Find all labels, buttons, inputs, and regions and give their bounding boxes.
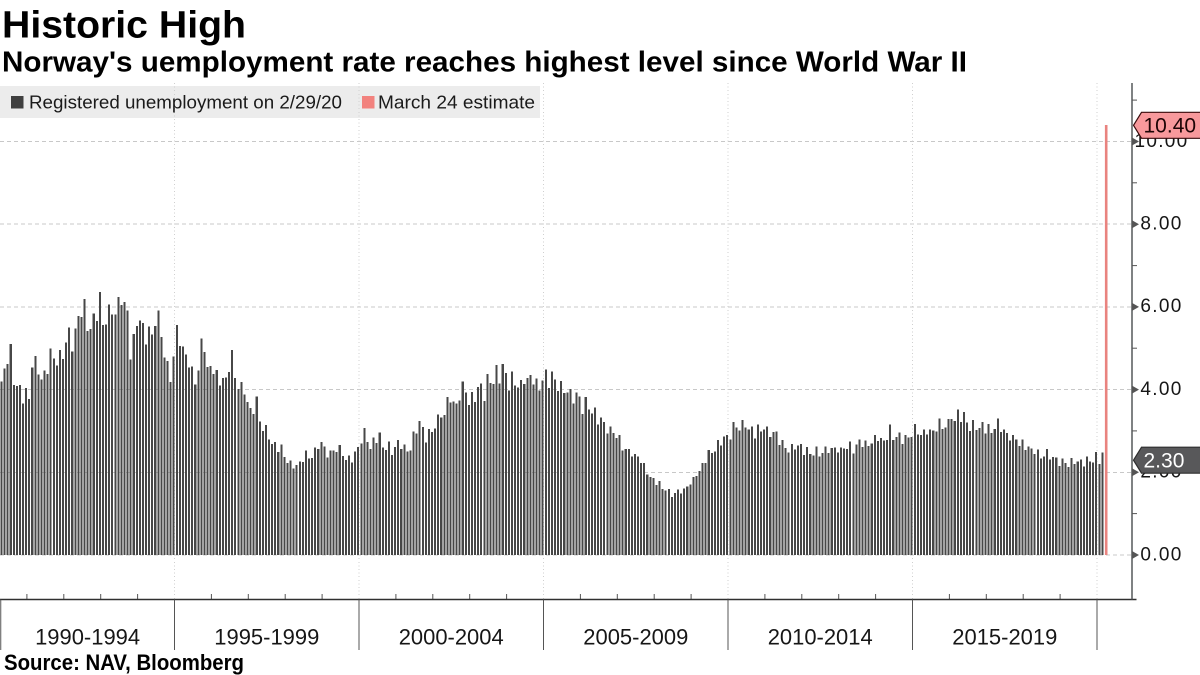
svg-text:1995-1999: 1995-1999	[214, 625, 319, 650]
svg-text:10.40: 10.40	[1144, 115, 1197, 138]
svg-text:2015-2019: 2015-2019	[952, 625, 1057, 650]
svg-text:2005-2009: 2005-2009	[583, 625, 688, 650]
svg-text:Registered unemployment on 2/2: Registered unemployment on 2/29/20	[29, 93, 342, 113]
svg-text:Historic High: Historic High	[2, 5, 246, 47]
svg-text:Norway's uemployment rate reac: Norway's uemployment rate reaches highes…	[2, 47, 967, 79]
svg-text:1990-1994: 1990-1994	[35, 625, 140, 650]
svg-text:4.00: 4.00	[1140, 379, 1182, 400]
svg-text:March 24 estimate: March 24 estimate	[378, 93, 535, 113]
svg-text:2010-2014: 2010-2014	[768, 625, 873, 650]
svg-text:8.00: 8.00	[1140, 214, 1182, 235]
svg-text:2000-2004: 2000-2004	[399, 625, 504, 650]
svg-text:6.00: 6.00	[1140, 296, 1182, 317]
svg-text:Source: NAV, Bloomberg: Source: NAV, Bloomberg	[4, 650, 244, 675]
svg-text:2.30: 2.30	[1144, 450, 1185, 473]
svg-text:0.00: 0.00	[1140, 544, 1182, 565]
